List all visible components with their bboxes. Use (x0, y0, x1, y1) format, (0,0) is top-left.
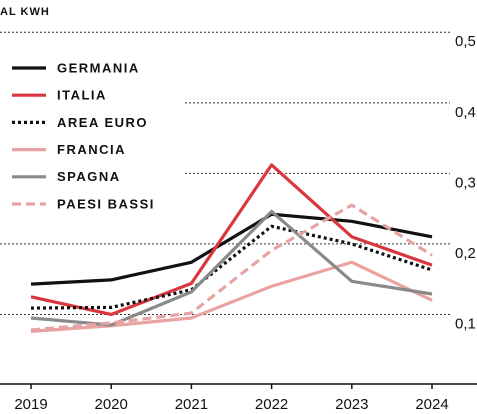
legend-label: SPAGNA (57, 169, 121, 184)
x-tick-label: 2023 (335, 396, 368, 413)
x-tick-label: 2024 (415, 396, 448, 413)
legend-label: FRANCIA (57, 142, 126, 157)
y-tick-label: 0,5 (455, 33, 476, 50)
y-tick-label: 0,2 (455, 245, 476, 262)
y-tick-label: 0,3 (455, 174, 476, 191)
series-line (30, 203, 433, 332)
series-line (30, 260, 433, 333)
legend-label: GERMANIA (57, 60, 140, 75)
legend-label: AREA EURO (57, 115, 148, 130)
x-tick-label: 2022 (255, 396, 288, 413)
series-line (30, 212, 433, 286)
y-tick-label: 0,1 (455, 315, 476, 332)
chart-title: AL KWH (0, 6, 50, 18)
y-tick-label: 0,4 (455, 104, 476, 121)
x-tick-label: 2020 (95, 396, 128, 413)
legend-label: PAESI BASSI (57, 196, 155, 211)
x-tick-label: 2021 (175, 396, 208, 413)
series-line (30, 209, 433, 327)
series-line (30, 163, 433, 317)
legend-label: ITALIA (57, 88, 107, 103)
x-tick-label: 2019 (14, 396, 47, 413)
series-line (30, 224, 433, 310)
